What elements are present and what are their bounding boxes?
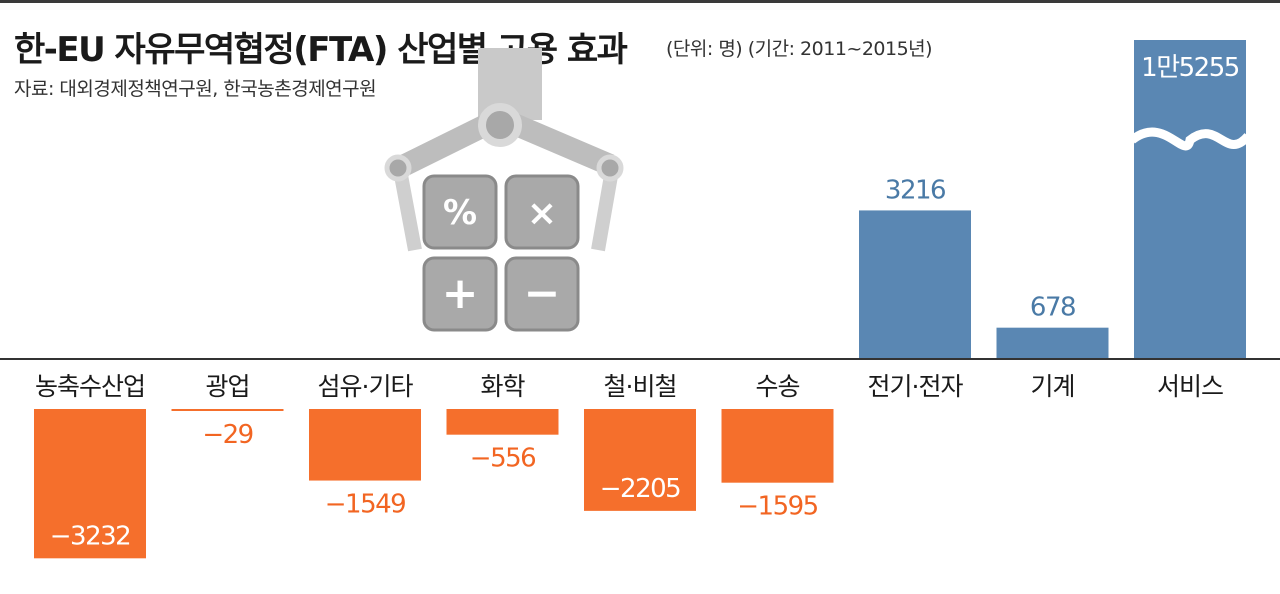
pivot-circle bbox=[478, 103, 522, 147]
data-label: 3216 bbox=[885, 175, 945, 205]
category-label: 농축수산업 bbox=[35, 372, 145, 401]
category-label: 서비스 bbox=[1157, 372, 1223, 401]
data-label: 1만5255 bbox=[1141, 53, 1239, 83]
data-label: −556 bbox=[470, 444, 535, 474]
unit-note: (단위: 명) (기간: 2011~2015년) bbox=[666, 38, 933, 60]
bar-positive bbox=[1134, 40, 1246, 359]
category-label: 기계 bbox=[1030, 372, 1074, 401]
bar-positive bbox=[996, 327, 1109, 359]
bars-layer bbox=[34, 40, 1252, 559]
bar-positive bbox=[859, 210, 971, 359]
minus-key bbox=[504, 256, 580, 332]
data-label: −2205 bbox=[600, 474, 680, 504]
multiply-key bbox=[504, 174, 580, 250]
calculator-illustration: % × + − bbox=[384, 48, 624, 332]
data-label: 678 bbox=[1030, 293, 1075, 323]
labels-layer: 농축수산업 −3232 광업 −29 섬유·기타 −1549 화학 −556 철·비철 −2205… bbox=[35, 53, 1240, 551]
left-joint-circle bbox=[384, 154, 412, 182]
source-note: 자료: 대외경제정책연구원, 한국농촌경제연구원 bbox=[14, 78, 377, 100]
category-label: 전기·전자 bbox=[868, 372, 964, 401]
data-label: −3232 bbox=[50, 521, 130, 551]
data-label: −29 bbox=[202, 420, 252, 450]
multiply-icon: × bbox=[527, 193, 557, 234]
right-joint-circle bbox=[596, 154, 624, 182]
bar-negative bbox=[34, 409, 146, 559]
minus-icon: − bbox=[524, 268, 561, 319]
illustration-hooks bbox=[393, 168, 619, 252]
bar-negative bbox=[446, 409, 559, 435]
category-label: 섬유·기타 bbox=[318, 372, 414, 401]
bar-negative bbox=[309, 409, 421, 481]
data-label: −1595 bbox=[737, 492, 817, 522]
category-label: 철·비철 bbox=[604, 372, 677, 401]
top-rule bbox=[0, 0, 1280, 3]
category-label: 광업 bbox=[205, 372, 249, 401]
plus-key bbox=[422, 256, 498, 332]
plus-icon: + bbox=[442, 268, 479, 319]
data-label: −1549 bbox=[325, 490, 405, 520]
bar-negative bbox=[721, 409, 834, 483]
category-label: 화학 bbox=[480, 372, 525, 401]
bar-negative bbox=[171, 409, 284, 411]
category-label: 수송 bbox=[755, 372, 799, 401]
percent-key bbox=[422, 174, 498, 250]
axis-break-wave bbox=[1129, 127, 1252, 151]
percent-icon: % bbox=[443, 193, 477, 233]
bar-negative bbox=[584, 409, 696, 511]
